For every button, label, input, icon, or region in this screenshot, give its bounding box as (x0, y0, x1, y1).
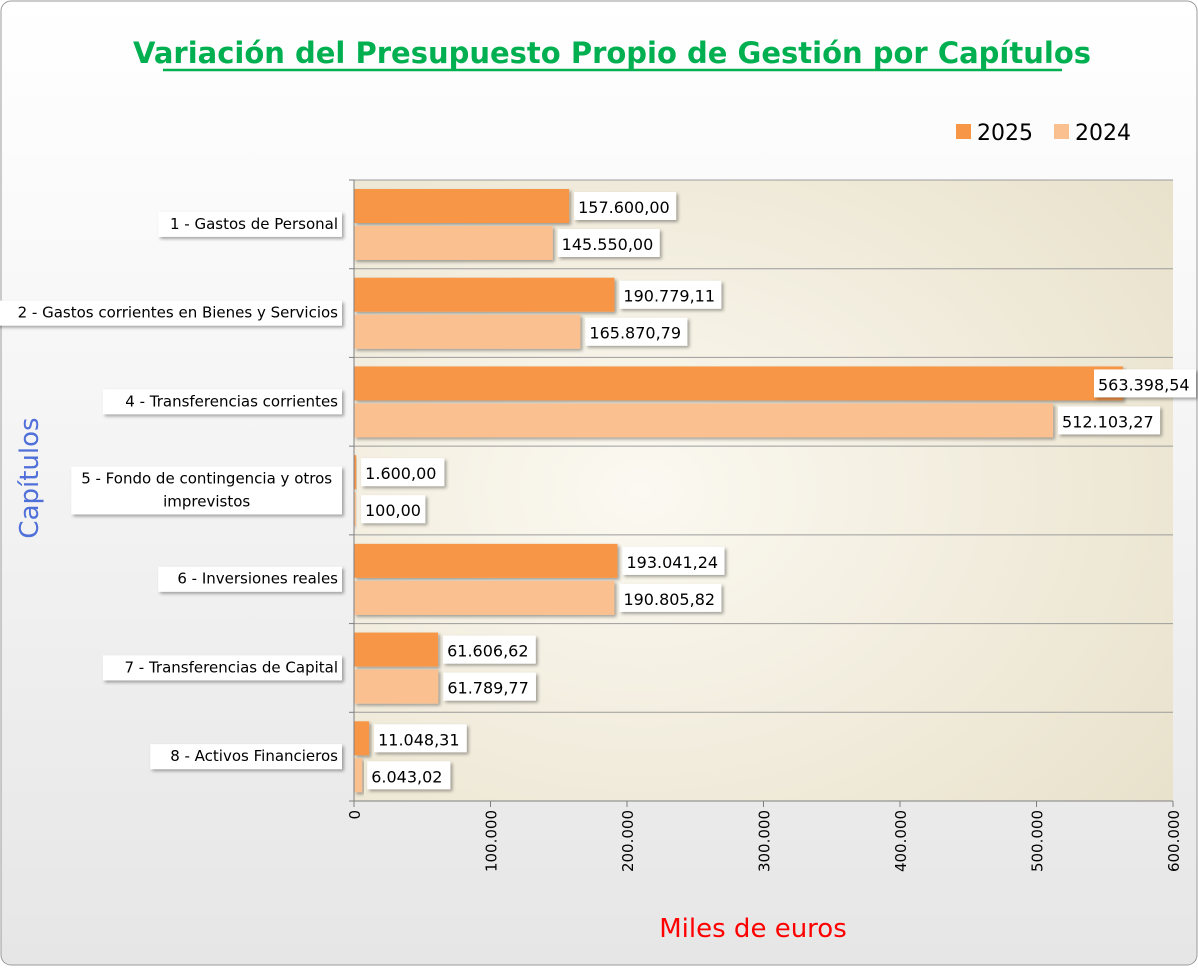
category-label: 7 - Transferencias de Capital (124, 658, 338, 676)
legend-label-2024: 2024 (1075, 121, 1131, 146)
bar-2024 (354, 580, 615, 615)
bars (354, 189, 1124, 793)
bar-2024 (354, 403, 1054, 438)
data-label-box (367, 761, 451, 790)
category-label-box (71, 466, 343, 515)
x-axis-tick-label: 500.000 (1029, 810, 1047, 872)
category-label-box (158, 566, 342, 592)
bar-2024 (354, 226, 553, 260)
bar-2024 (354, 314, 581, 349)
x-axis-tick-label: 200.000 (619, 810, 637, 872)
x-axis-title: Miles de euros (659, 914, 847, 944)
category-label: 4 - Transferencias corrientes (125, 392, 338, 410)
legend: 2025 2024 (956, 121, 1131, 146)
category-label: 2 - Gastos corrientes en Bienes y Servic… (18, 304, 339, 322)
data-label-box (1094, 369, 1196, 398)
x-axis-tick-label: 600.000 (1165, 810, 1183, 872)
data-label-2024: 6.043,02 (371, 767, 442, 786)
category-label: 8 - Activos Financieros (170, 747, 338, 765)
category-label-box (158, 211, 342, 237)
x-axis-tick-label: 400.000 (892, 810, 910, 872)
data-label-2024: 145.550,00 (562, 235, 654, 254)
data-label-2025: 157.600,00 (578, 198, 670, 217)
x-axis-ticks: 0 100.000 200.000 300.000 400.000 500.000 600.… (346, 801, 1183, 872)
data-label-box (443, 672, 536, 701)
category-label-box (102, 655, 343, 681)
data-label-box (1058, 406, 1161, 435)
x-axis-tick-label: 0 (346, 810, 364, 820)
data-label-box (619, 280, 722, 309)
data-label-box (361, 458, 445, 487)
bar-2025 (354, 366, 1124, 401)
data-labels: 157.600,00 190.779,11 563.398,54 1.600,00 19… (361, 192, 1196, 790)
data-label-box (622, 546, 725, 575)
category-labels: 1 - Gastos de Personal 2 - Gastos corrien… (0, 211, 343, 770)
bar-2024 (354, 758, 363, 793)
data-label-2025: 61.606,62 (447, 642, 528, 661)
category-label: 5 - Fondo de contingencia y otros imprevi… (81, 470, 332, 511)
category-label-box (150, 744, 342, 770)
data-label-box (557, 229, 660, 257)
data-label-box (574, 192, 677, 220)
data-label-box (443, 635, 536, 664)
category-label-box (0, 300, 343, 326)
bar-2025 (354, 189, 570, 223)
data-label-2025: 11.048,31 (378, 730, 459, 749)
data-label-2024: 165.870,79 (589, 324, 681, 343)
bar-2025 (354, 632, 439, 667)
legend-swatch-2024 (1054, 124, 1069, 139)
chart-title: Variación del Presupuesto Propio de Gest… (133, 36, 1091, 70)
y-axis-title: Capítulos (15, 417, 45, 538)
x-axis-tick-label: 100.000 (483, 810, 501, 872)
data-label-2025: 193.041,24 (627, 553, 719, 572)
bar-2025 (354, 721, 370, 756)
data-label-2024: 190.805,82 (623, 590, 715, 609)
legend-swatch-2025 (956, 124, 971, 139)
bar-2024 (354, 669, 439, 704)
data-label-2024: 512.103,27 (1062, 412, 1154, 431)
data-label-box (361, 495, 426, 524)
bar-2024 (354, 492, 356, 527)
data-label-box (619, 583, 722, 612)
data-label-2025: 190.779,11 (623, 287, 715, 306)
category-label: 6 - Inversiones reales (177, 570, 338, 588)
category-label-box (102, 389, 343, 415)
category-gridlines (349, 179, 1173, 802)
bar-2025 (354, 277, 615, 312)
x-axis-tick-label: 300.000 (756, 810, 774, 872)
data-label-2025: 1.600,00 (365, 464, 436, 483)
data-label-2024: 100,00 (365, 501, 421, 520)
data-label-box (374, 724, 467, 753)
bar-2025 (354, 455, 357, 490)
plot-area (354, 180, 1173, 801)
legend-label-2025: 2025 (977, 121, 1033, 146)
bar-2025 (354, 543, 618, 578)
data-label-box (585, 317, 688, 346)
category-label: 1 - Gastos de Personal (170, 215, 338, 233)
data-label-2024: 61.789,77 (447, 679, 528, 698)
data-label-2025: 563.398,54 (1098, 375, 1190, 394)
